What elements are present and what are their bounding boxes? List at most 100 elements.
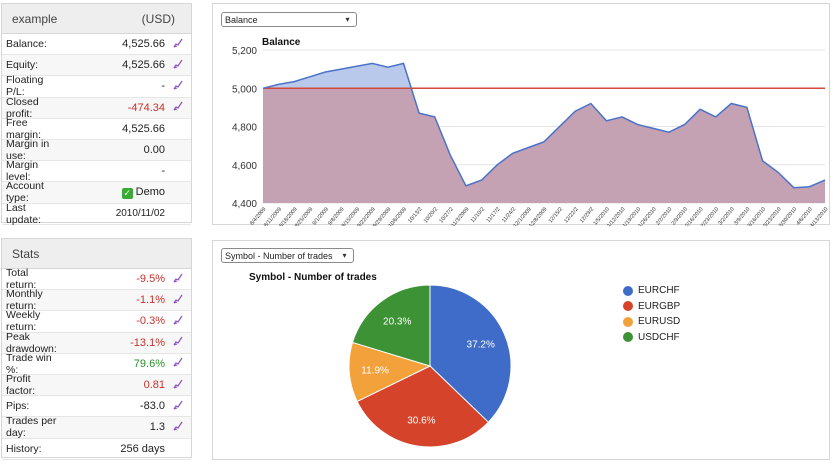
stats-row: Profit factor: 0.81 <box>2 373 191 398</box>
symbol-select[interactable]: Symbol - Number of trades ▾ <box>221 248 354 263</box>
symbol-panel: Symbol - Number of trades ▾ Symbol - Num… <box>212 240 830 460</box>
y-tick-label: 4,600 <box>232 161 257 172</box>
stats-row: History: 256 days <box>2 439 191 460</box>
account-row: Balance: 4,525.66 <box>2 34 191 56</box>
pencil-chart-icon[interactable] <box>171 421 185 434</box>
legend-item-eurchf[interactable]: EURCHF <box>623 285 680 296</box>
stats-row: Weekly return: -0.3% <box>2 309 191 334</box>
stats-row-value: 0.81 <box>143 379 165 392</box>
account-row-label: Margin level: <box>6 159 39 184</box>
account-row-value: 0.00 <box>143 144 165 157</box>
stats-panel: Stats Total return: -9.5% Monthly return: -… <box>1 238 192 460</box>
x-tick-label: 10/13/2 <box>407 206 423 224</box>
pie-slice-label: 30.6% <box>407 415 435 426</box>
pencil-chart-icon[interactable] <box>171 101 185 114</box>
legend-label: USDCHF <box>638 331 680 343</box>
account-row: Closed profit: -474.34 <box>2 95 191 120</box>
checkbox-checked-icon: ✓ <box>121 187 133 199</box>
pencil-chart-icon[interactable] <box>171 38 185 51</box>
pie-slice-label: 37.2% <box>467 339 495 350</box>
stats-row-value: -0.3% <box>136 315 165 328</box>
account-header: example (USD) <box>2 4 191 34</box>
legend-label: EURUSD <box>638 316 681 327</box>
pie-slice-usdchf[interactable] <box>351 284 431 367</box>
balance-select[interactable]: Balance ▾ <box>221 12 357 27</box>
pencil-chart-icon[interactable] <box>171 273 185 286</box>
y-tick-label: 5,000 <box>232 84 257 95</box>
pie-slice-eurusd[interactable] <box>348 341 432 403</box>
stats-row-value: 79.6% <box>133 357 165 370</box>
account-row: Free margin: 4,525.66 <box>2 117 191 141</box>
pie-slice-label: 11.9% <box>361 365 389 376</box>
account-name: example <box>12 11 58 26</box>
account-row-value-text: Demo <box>135 185 165 198</box>
balance-chart-title: Balance <box>262 37 301 48</box>
account-row: Margin in use: 0.00 <box>2 138 191 163</box>
account-currency: (USD) <box>141 11 175 26</box>
y-tick-label: 5,200 <box>232 46 257 57</box>
legend-dot-icon <box>623 332 633 342</box>
account-row-value: 4,525.66 <box>122 122 165 135</box>
stats-title: Stats <box>12 246 40 261</box>
chevron-down-icon: ▾ <box>345 15 350 24</box>
account-row-value: -474.34 <box>127 101 165 114</box>
y-tick-label: 4,400 <box>232 199 257 210</box>
pencil-chart-icon[interactable] <box>171 379 185 392</box>
stats-row-label: Profit factor: <box>6 373 36 398</box>
stats-row-value: 256 days <box>120 442 165 455</box>
account-row-value: 4,525.66 <box>122 59 165 72</box>
x-tick-label: 10/20/2 <box>423 206 439 224</box>
account-row: Floating P/L: - <box>2 74 191 98</box>
stats-row: Peak drawdown: -13.1% <box>2 331 191 355</box>
stats-row: Trade win %: 79.6% <box>2 351 191 376</box>
stats-row-label: Pips: <box>6 400 30 413</box>
balance-select-value: Balance <box>225 14 258 25</box>
pencil-chart-icon[interactable] <box>171 357 185 370</box>
stats-row-value: -1.1% <box>136 294 165 307</box>
pie-slice-label: 20.3% <box>383 317 411 328</box>
chevron-down-icon: ▾ <box>342 251 347 260</box>
stats-row: Total return: -9.5% <box>2 267 191 291</box>
account-row-value: - <box>161 80 165 93</box>
stats-row-label: History: <box>6 442 42 455</box>
stats-row-value: -9.5% <box>136 273 165 286</box>
balance-chart: 4,4004,6004,8005,0005,2008/4/20098/11/20… <box>232 46 830 226</box>
legend-dot-icon <box>623 285 633 296</box>
account-rows: Balance: 4,525.66 Equity: 4,525.66 Floating … <box>2 34 191 226</box>
stats-row: Trades per day: 1.3 <box>2 415 191 440</box>
account-row-label: Margin in use: <box>6 138 50 163</box>
stats-row-label: Weekly return: <box>6 309 41 334</box>
account-panel: example (USD) Balance: 4,525.66 Equity: 4,5… <box>1 3 192 226</box>
legend-item-usdchf[interactable]: USDCHF <box>623 332 680 343</box>
x-tick-label: 11/17/2 <box>486 206 502 224</box>
pencil-chart-icon[interactable] <box>171 80 185 93</box>
pie-slice-eurgbp[interactable] <box>356 365 490 448</box>
account-row: Account type: ✓ Demo <box>2 180 191 204</box>
pencil-chart-icon[interactable] <box>171 315 185 328</box>
stats-row-label: Trades per day: <box>6 415 57 440</box>
account-row-label: Equity: <box>6 59 39 72</box>
pencil-chart-icon[interactable] <box>171 294 185 307</box>
account-row-label: Last update: <box>6 201 42 226</box>
legend-item-eurusd[interactable]: EURUSD <box>623 316 680 327</box>
account-row-value: - <box>161 165 165 178</box>
stats-row-value: -13.1% <box>130 336 165 349</box>
account-row-label: Closed profit: <box>6 95 39 120</box>
pencil-chart-icon[interactable] <box>171 59 185 72</box>
account-row-value: 4,525.66 <box>122 38 165 51</box>
pencil-chart-icon[interactable] <box>171 400 185 413</box>
legend-dot-icon <box>623 316 633 327</box>
account-row-value: ✓ Demo <box>61 186 171 199</box>
symbol-pie-chart: 37.2% 30.6% 11.9% 20.3% <box>348 284 512 448</box>
stats-row-label: Trade win %: <box>6 351 52 376</box>
pie-chart-title: Symbol - Number of trades <box>249 272 377 283</box>
pie-slice-eurchf[interactable] <box>429 284 512 423</box>
legend-dot-icon <box>623 301 633 311</box>
stats-row: Pips: -83.0 <box>2 396 191 418</box>
account-row: Last update: 2010/11/02 <box>2 201 191 226</box>
stats-row-value: 1.3 <box>149 421 165 434</box>
legend-item-eurgbp[interactable]: EURGBP <box>623 301 680 312</box>
legend-label: EURCHF <box>638 285 680 296</box>
pencil-chart-icon[interactable] <box>171 336 185 349</box>
account-row: Margin level: - <box>2 159 191 184</box>
